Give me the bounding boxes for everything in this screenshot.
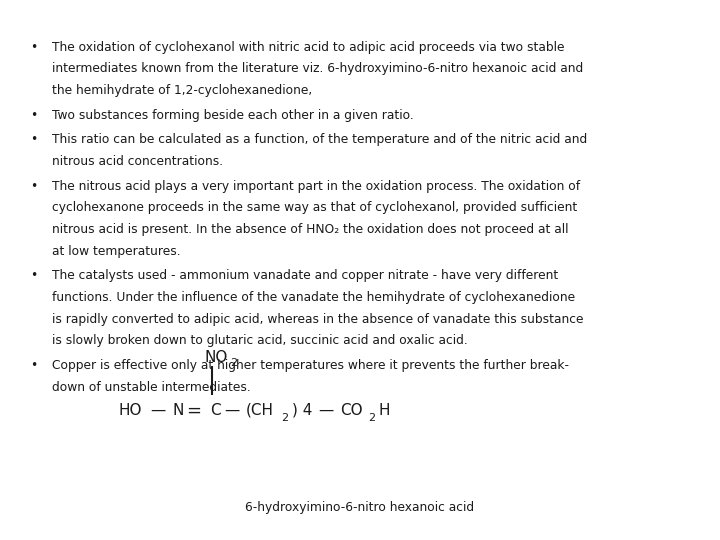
Text: down of unstable intermediates.: down of unstable intermediates. [52,381,251,394]
Text: CO: CO [340,403,362,418]
Text: HO: HO [119,403,143,418]
Text: Copper is effective only at higher temperatures where it prevents the further br: Copper is effective only at higher tempe… [52,359,569,372]
Text: N: N [173,403,184,418]
Text: ) 4: ) 4 [292,403,312,418]
Text: •: • [30,133,37,146]
Text: nitrous acid concentrations.: nitrous acid concentrations. [52,155,223,168]
Text: is rapidly converted to adipic acid, whereas in the absence of vanadate this sub: is rapidly converted to adipic acid, whe… [52,313,583,326]
Text: H: H [379,403,390,418]
Text: •: • [30,359,37,372]
Text: —: — [318,403,333,418]
Text: •: • [30,40,37,53]
Text: NO: NO [204,349,228,364]
Text: at low temperatures.: at low temperatures. [52,245,181,258]
Text: 2: 2 [230,358,238,368]
Text: is slowly broken down to glutaric acid, succinic acid and oxalic acid.: is slowly broken down to glutaric acid, … [52,334,467,347]
Text: 6-hydroxyimino-6-nitro hexanoic acid: 6-hydroxyimino-6-nitro hexanoic acid [246,501,474,514]
Text: •: • [30,269,37,282]
Text: functions. Under the influence of the vanadate the hemihydrate of cyclohexanedio: functions. Under the influence of the va… [52,291,575,304]
Text: The nitrous acid plays a very important part in the oxidation process. The oxida: The nitrous acid plays a very important … [52,180,580,193]
Text: (CH: (CH [246,403,274,418]
Text: Two substances forming beside each other in a given ratio.: Two substances forming beside each other… [52,109,413,122]
Text: intermediates known from the literature viz. 6-hydroxyimino-6-nitro hexanoic aci: intermediates known from the literature … [52,62,583,75]
Text: cyclohexanone proceeds in the same way as that of cyclohexanol, provided suffici: cyclohexanone proceeds in the same way a… [52,201,577,214]
Text: The catalysts used - ammonium vanadate and copper nitrate - have very different: The catalysts used - ammonium vanadate a… [52,269,558,282]
Text: C: C [210,403,221,418]
Text: the hemihydrate of 1,2-cyclohexanedione,: the hemihydrate of 1,2-cyclohexanedione, [52,84,312,97]
Text: 2: 2 [281,413,288,423]
Text: This ratio can be calculated as a function, of the temperature and of the nitric: This ratio can be calculated as a functi… [52,133,587,146]
Text: •: • [30,109,37,122]
Text: —: — [150,403,165,418]
Text: nitrous acid is present. In the absence of HNO₂ the oxidation does not proceed a: nitrous acid is present. In the absence … [52,223,568,236]
Text: —: — [224,403,239,418]
Text: •: • [30,180,37,193]
Text: The oxidation of cyclohexanol with nitric acid to adipic acid proceeds via two s: The oxidation of cyclohexanol with nitri… [52,40,564,53]
Text: 2: 2 [368,413,375,423]
Text: =: = [186,401,202,420]
